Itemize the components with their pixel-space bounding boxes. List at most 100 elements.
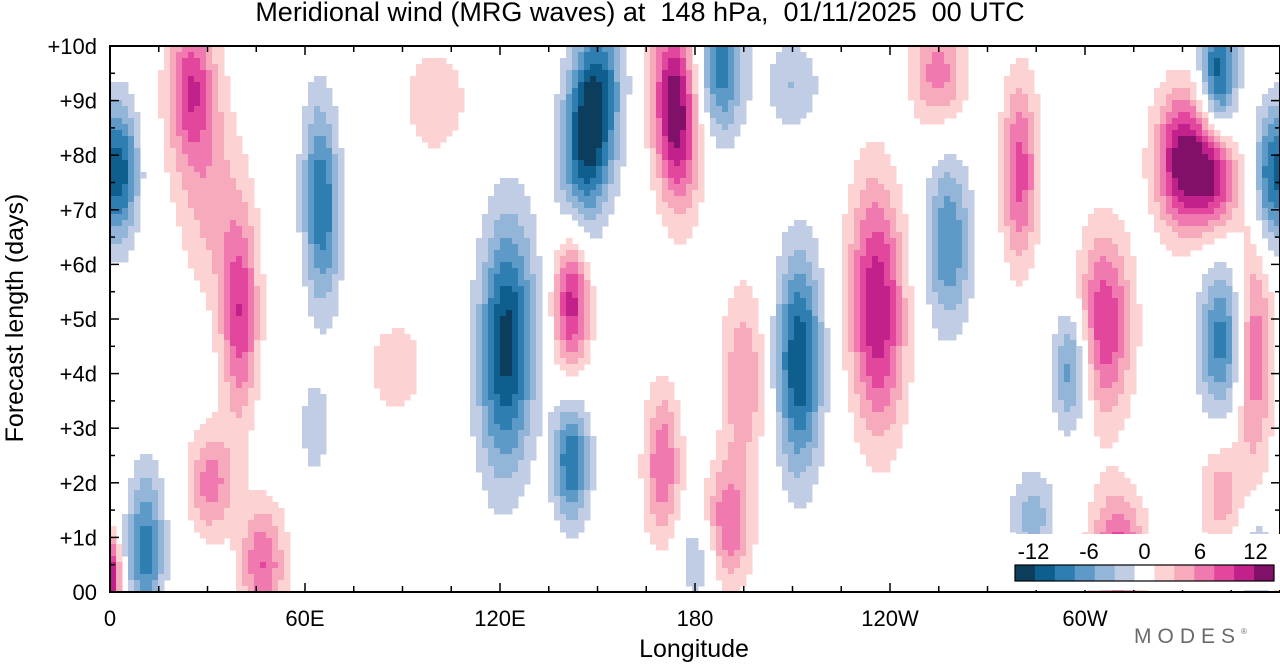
field-cell [1004,82,1035,89]
field-cell [770,322,777,329]
field-cell [782,418,789,425]
field-cell [308,304,339,311]
field-cell [608,58,615,65]
field-cell [848,400,861,407]
field-cell [1106,256,1125,263]
field-cell [1256,190,1263,197]
field-cell [1154,184,1161,191]
field-cell [1256,442,1269,449]
field-cell [1202,118,1209,125]
field-cell [674,436,687,443]
field-cell [590,46,603,53]
field-cell [560,340,567,347]
field-cell [248,316,255,323]
field-cell [530,430,543,437]
field-cell [308,160,315,167]
field-cell [710,118,717,125]
field-cell [518,460,531,467]
field-cell [218,310,225,317]
field-cell [1004,238,1011,245]
field-cell [548,430,555,437]
field-cell [794,472,801,479]
field-cell [248,322,255,329]
field-cell [620,112,627,119]
colorbar-swatch [1054,565,1076,581]
field-cell [926,178,939,185]
field-cell [122,130,129,137]
field-cell [1082,334,1089,341]
field-cell [230,280,249,287]
field-cell [1202,334,1209,341]
field-cell [296,166,303,173]
field-cell [1094,352,1101,359]
field-cell [536,328,543,335]
field-cell [224,250,249,257]
field-cell [1226,394,1233,401]
field-cell [566,334,573,341]
field-cell [1070,334,1077,341]
field-cell [584,136,597,143]
field-cell [704,94,711,101]
field-cell [1058,382,1077,389]
field-cell [776,292,783,299]
y-tick-label: +7d [60,198,97,223]
field-cell [530,424,543,431]
field-cell [1094,484,1137,491]
field-cell [1232,328,1239,335]
field-cell [620,58,627,65]
field-cell [944,154,957,161]
field-cell [1016,184,1029,191]
field-cell [1226,166,1233,173]
field-cell [692,82,699,89]
field-cell [224,118,237,125]
field-cell [812,454,825,461]
field-cell [116,568,123,575]
field-cell [614,70,621,77]
field-cell [566,118,573,125]
field-cell [1058,352,1077,359]
field-cell [1016,118,1029,125]
field-cell [1214,148,1221,155]
field-cell [722,400,729,407]
field-cell [332,244,339,251]
field-cell [608,82,615,89]
field-cell [848,280,855,287]
field-cell [656,154,663,161]
field-cell [1268,412,1275,419]
field-cell [1262,436,1269,443]
field-cell [1004,118,1017,125]
field-cell [1010,268,1029,275]
field-cell [206,172,231,179]
field-cell [758,364,765,371]
field-cell [338,196,345,203]
field-cell [866,274,885,281]
field-cell [500,214,519,221]
field-cell [728,358,759,365]
field-cell [722,328,735,335]
field-cell [500,340,513,347]
field-cell [1220,70,1227,77]
field-cell [1232,190,1239,197]
field-cell [584,502,591,509]
field-cell [170,142,183,149]
field-cell [782,394,789,401]
field-cell [602,166,609,173]
field-cell [518,310,525,317]
field-cell [1202,232,1227,239]
field-cell [740,64,753,71]
field-cell [230,502,279,509]
field-cell [782,376,789,383]
field-cell [1076,268,1089,275]
field-cell [530,238,537,245]
field-cell [134,148,141,155]
field-cell [794,274,807,281]
field-cell [248,202,255,209]
field-cell [890,202,903,209]
field-cell [998,142,1005,149]
field-cell [608,88,615,95]
field-cell [668,436,675,443]
field-cell [1160,190,1167,197]
field-cell [722,334,735,341]
field-cell [470,346,477,353]
field-cell [254,274,267,281]
